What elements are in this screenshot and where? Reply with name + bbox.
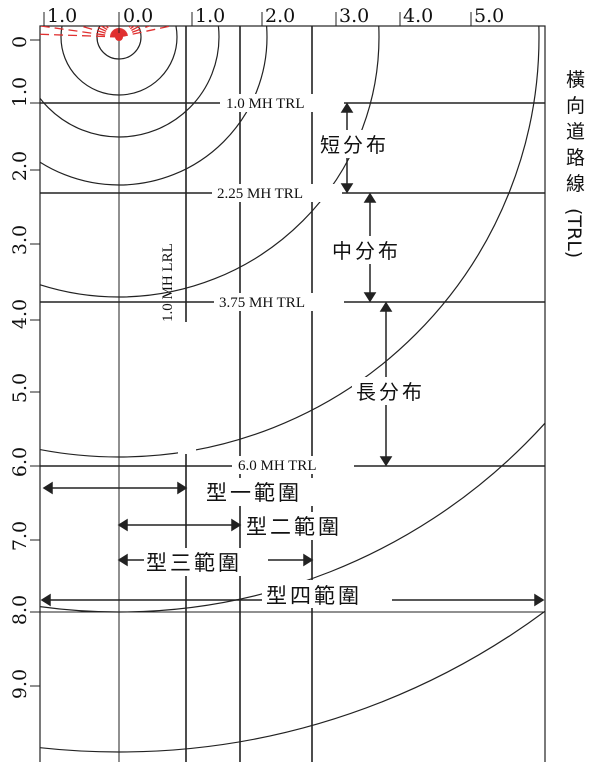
svg-text:1.0 MH LRL: 1.0 MH LRL <box>160 243 176 322</box>
top-tick-label: 3.0 <box>339 5 369 27</box>
svg-text:向: 向 <box>566 95 585 117</box>
left-tick-label: 2.0 <box>9 151 31 181</box>
trl-label-2: 2.25 MH TRL <box>212 184 342 202</box>
left-tick-label: 6.0 <box>9 447 31 477</box>
trl-label-3: 3.75 MH TRL <box>214 293 344 311</box>
left-tick-label: 8.0 <box>9 595 31 625</box>
lrl-label-1: 1.0 MH LRL <box>160 243 196 454</box>
top-tick-label: 5.0 <box>474 5 504 27</box>
left-tick-label: 0 <box>9 36 31 48</box>
medium-distribution-label: 中分布 <box>332 239 401 263</box>
trl-label-4: 6.0 MH TRL <box>232 456 354 474</box>
top-tick-label: 1.0 <box>47 5 77 27</box>
plot-frame <box>39 25 546 762</box>
svg-text:路: 路 <box>566 147 585 169</box>
left-axis: 0 1.0 2.0 3.0 4.0 5.0 6.0 7.0 8.0 9.0 <box>9 36 40 699</box>
svg-text:線: 線 <box>566 173 585 195</box>
top-tick-label: 1.0 <box>195 5 225 27</box>
left-tick-label: 4.0 <box>9 299 31 329</box>
distribution-arrows <box>340 102 393 467</box>
type1-range-label: 型一範圍 <box>206 481 302 505</box>
left-tick-label: 3.0 <box>9 225 31 255</box>
svg-text:道: 道 <box>566 121 585 143</box>
svg-text:1.0 MH TRL: 1.0 MH TRL <box>226 96 304 112</box>
side-label: 橫 向 道 路 線 (TRL) <box>563 69 585 258</box>
left-tick-label: 9.0 <box>9 669 31 699</box>
light-source-marker <box>115 33 123 41</box>
left-tick-label: 1.0 <box>9 77 31 107</box>
left-tick-label: 5.0 <box>9 373 31 403</box>
long-distribution-label: 長分布 <box>356 380 425 404</box>
type4-range-label: 型四範圍 <box>266 584 362 608</box>
left-tick-label: 7.0 <box>9 521 31 551</box>
trl-label-1: 1.0 MH TRL <box>220 94 344 112</box>
type3-range-label: 型三範圍 <box>146 551 242 575</box>
side-label-abbr: (TRL) <box>563 208 585 258</box>
svg-text:3.75 MH TRL: 3.75 MH TRL <box>219 295 305 311</box>
svg-text:橫: 橫 <box>566 69 585 91</box>
top-tick-label: 4.0 <box>403 5 433 27</box>
top-tick-label: 0.0 <box>123 5 153 27</box>
svg-text:2.25 MH TRL: 2.25 MH TRL <box>217 186 303 202</box>
svg-text:6.0 MH TRL: 6.0 MH TRL <box>238 458 316 474</box>
top-axis: 1.0 0.0 1.0 2.0 3.0 4.0 5.0 <box>43 5 504 27</box>
short-distribution-label: 短分布 <box>320 133 389 157</box>
classification-arc <box>40 26 540 458</box>
top-tick-label: 2.0 <box>265 5 295 27</box>
type2-range-label: 型二範圍 <box>246 515 342 539</box>
